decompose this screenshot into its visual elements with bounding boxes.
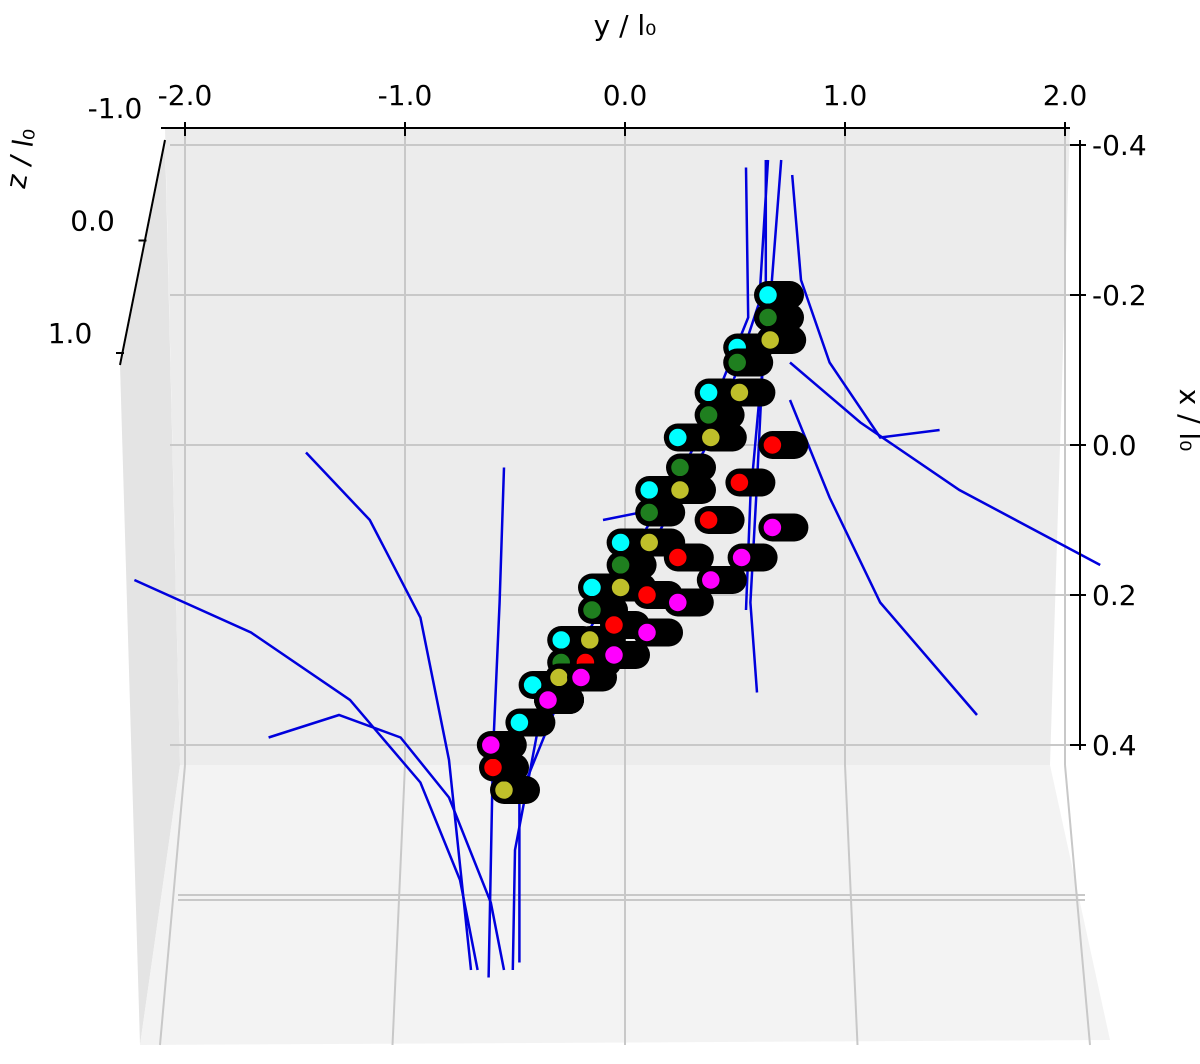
point xyxy=(602,643,626,667)
point xyxy=(637,478,661,502)
z-tick-label: -1.0 xyxy=(88,92,143,125)
point xyxy=(761,433,784,457)
grid-line xyxy=(1064,764,1091,1046)
point xyxy=(521,673,544,697)
point xyxy=(549,628,573,652)
point xyxy=(725,351,749,374)
point xyxy=(547,666,571,689)
point xyxy=(602,613,626,637)
point xyxy=(730,546,753,569)
x-tick-label: -0.4 xyxy=(1092,129,1147,162)
point xyxy=(697,403,720,427)
grid-line xyxy=(391,764,406,1046)
point xyxy=(758,328,782,352)
point xyxy=(728,381,751,404)
point xyxy=(635,583,659,607)
x-tick-label: 0.2 xyxy=(1092,579,1137,612)
point xyxy=(637,501,661,524)
point xyxy=(635,621,659,644)
grid-line xyxy=(159,764,186,1046)
field-line xyxy=(790,174,940,439)
point xyxy=(666,591,690,614)
point xyxy=(479,733,503,757)
point xyxy=(666,546,690,569)
point xyxy=(666,426,690,449)
point xyxy=(697,381,720,404)
point xyxy=(699,568,723,592)
field-line xyxy=(788,399,978,716)
point xyxy=(580,598,604,622)
point xyxy=(756,306,780,329)
field-line xyxy=(789,361,1101,567)
field-line xyxy=(305,451,473,971)
x-tick-label: 0.0 xyxy=(1092,429,1137,462)
x-axis-label: x / l₀ xyxy=(1173,389,1200,452)
point xyxy=(761,516,784,539)
x-tick-label: 0.4 xyxy=(1092,729,1137,762)
point xyxy=(637,531,661,554)
point xyxy=(536,688,560,712)
y-tick-label: -2.0 xyxy=(158,79,213,112)
point xyxy=(668,478,692,502)
y-axis-label: y / l₀ xyxy=(594,9,657,42)
field-line xyxy=(268,713,506,971)
z-tick-label: 0.0 xyxy=(70,205,115,238)
point xyxy=(481,756,505,779)
point xyxy=(699,426,723,449)
field-line xyxy=(487,467,506,978)
left-pane xyxy=(120,140,180,1045)
z-axis-line xyxy=(119,139,166,366)
points xyxy=(476,281,809,804)
point xyxy=(609,576,632,599)
y-tick-label: -1.0 xyxy=(378,79,433,112)
z-tick-label: 1.0 xyxy=(48,317,93,350)
point xyxy=(578,628,602,652)
x-tick-label: -0.2 xyxy=(1092,279,1147,312)
point xyxy=(668,456,692,479)
y-tick-label: 1.0 xyxy=(823,79,868,112)
field-line xyxy=(133,578,479,971)
point xyxy=(492,778,516,802)
z-axis-label: z / l₀ xyxy=(0,125,42,191)
point xyxy=(508,711,531,734)
y-tick-label: 0.0 xyxy=(603,79,648,112)
y-tick-label: 2.0 xyxy=(1043,79,1088,112)
point xyxy=(728,471,751,494)
point xyxy=(609,531,632,554)
point xyxy=(756,283,780,307)
point xyxy=(697,508,720,532)
point xyxy=(569,666,593,689)
axes: -2.0 -1.0 0.0 1.0 2.0-0.4 -0.2 0.0 0.2 0.4 -1.0 0.… xyxy=(48,79,1147,762)
back-pane xyxy=(165,128,1070,765)
point xyxy=(609,553,632,577)
grid-line xyxy=(844,764,859,1046)
grid xyxy=(159,128,1091,1046)
point xyxy=(580,576,604,599)
